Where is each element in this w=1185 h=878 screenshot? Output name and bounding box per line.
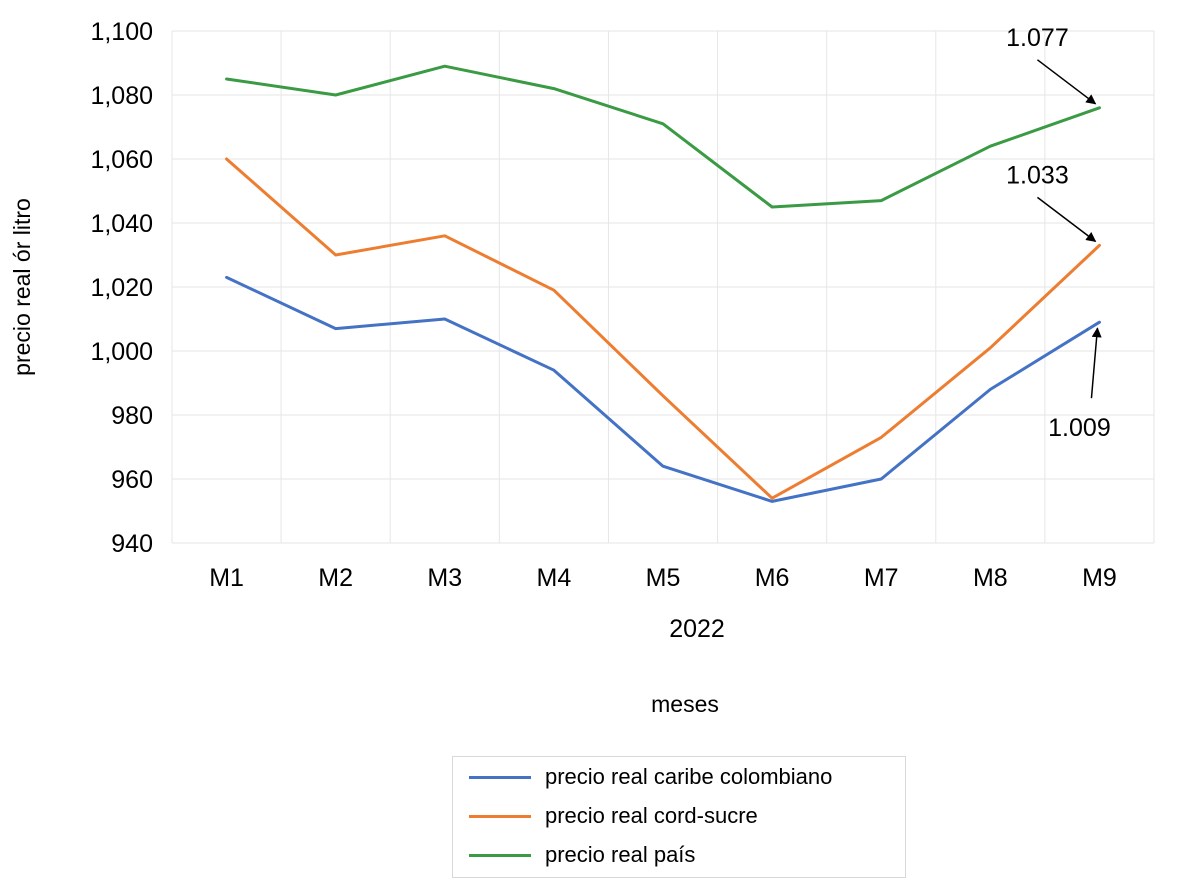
y-axis-label: precio real ór litro <box>9 198 35 376</box>
y-tick-label: 1,100 <box>90 18 153 46</box>
y-tick-label: 1,040 <box>90 210 153 238</box>
legend-item-pais: precio real país <box>469 840 695 870</box>
y-tick-label: 980 <box>111 402 153 430</box>
x-axis-group-label: 2022 <box>669 615 725 643</box>
x-tick-label: M9 <box>1082 564 1117 592</box>
legend: precio real caribe colombiano precio rea… <box>452 756 906 878</box>
x-tick-label: M1 <box>209 564 244 592</box>
annotation-label: 1.009 <box>1048 414 1111 442</box>
series-line-0 <box>225 275 1101 503</box>
legend-label-cord-sucre: precio real cord-sucre <box>545 803 758 828</box>
x-tick-label: M5 <box>646 564 681 592</box>
chart-canvas: 9409609801,0001,0201,0401,0601,0801,100 … <box>9 18 1155 717</box>
y-tick-label: 1,060 <box>90 146 153 174</box>
x-tick-label: M8 <box>973 564 1008 592</box>
annotation-arrow <box>1090 327 1102 399</box>
series-line-1 <box>225 157 1101 500</box>
legend-item-caribe: precio real caribe colombiano <box>469 762 832 792</box>
x-tick-label: M7 <box>864 564 899 592</box>
x-tick-label: M4 <box>537 564 572 592</box>
x-tick-label: M3 <box>427 564 462 592</box>
annotation-arrow <box>1036 196 1097 243</box>
legend-item-cord-sucre: precio real cord-sucre <box>469 801 758 831</box>
legend-label-caribe: precio real caribe colombiano <box>545 764 833 789</box>
annotation-label: 1.077 <box>1006 24 1069 52</box>
y-tick-label: 1,080 <box>90 82 153 110</box>
legend-swatch-pais <box>469 853 531 857</box>
series-line-2 <box>225 64 1101 209</box>
legend-swatch-cord-sucre <box>469 814 531 818</box>
x-tick-label: M6 <box>755 564 790 592</box>
annotation-label: 1.033 <box>1006 161 1069 189</box>
x-tick-label: M2 <box>318 564 353 592</box>
y-tick-label: 1,020 <box>90 274 153 302</box>
y-tick-label: 1,000 <box>90 338 153 366</box>
y-tick-label: 960 <box>111 466 153 494</box>
legend-swatch-caribe <box>469 775 531 779</box>
legend-label-pais: precio real país <box>545 842 696 867</box>
y-tick-label: 940 <box>111 530 153 558</box>
annotation-arrow <box>1036 59 1097 105</box>
x-axis-label: meses <box>651 691 719 717</box>
